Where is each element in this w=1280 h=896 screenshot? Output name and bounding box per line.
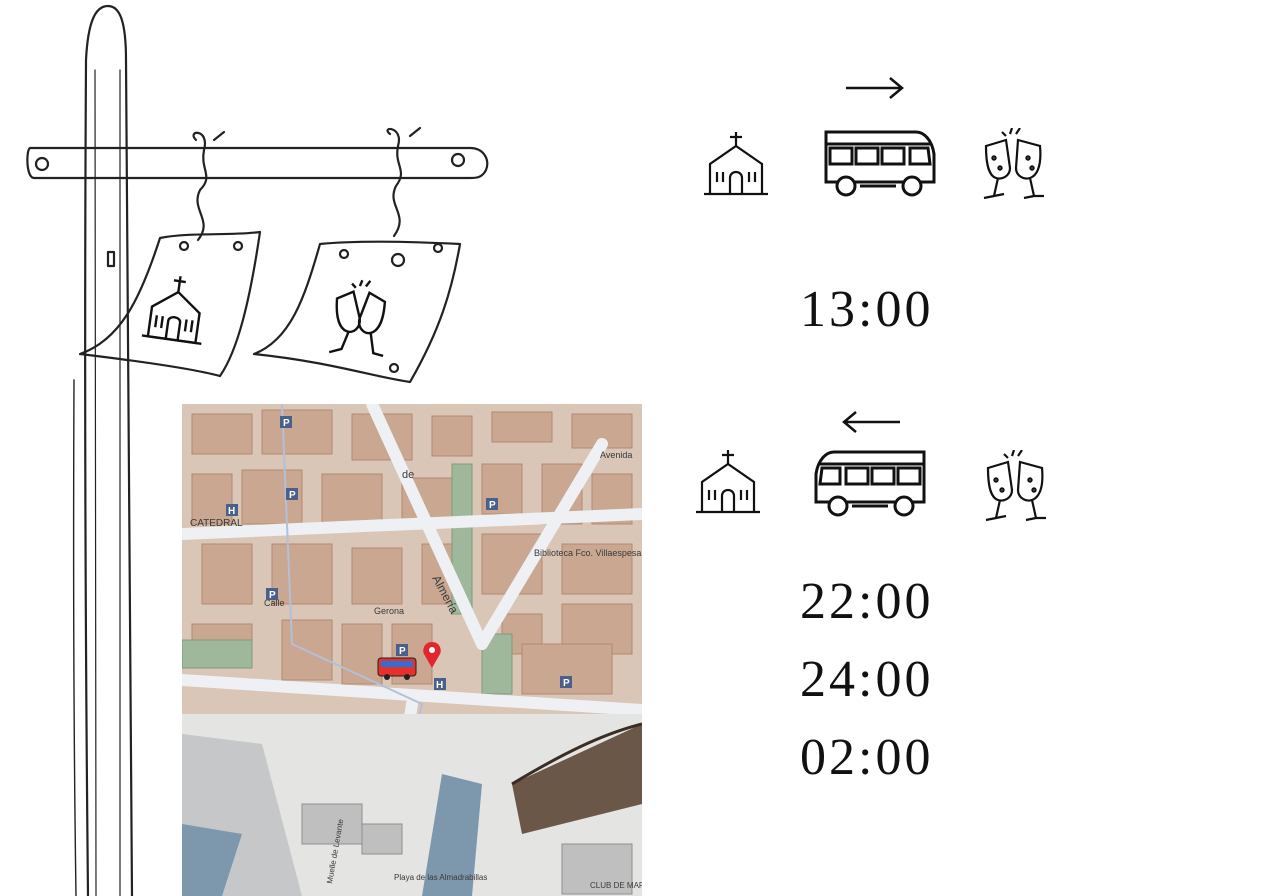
parking-marker[interactable]: P xyxy=(286,488,298,501)
bus-icon xyxy=(814,450,926,517)
church-icon xyxy=(696,450,760,514)
svg-text:P: P xyxy=(283,418,290,429)
map-pin-icon[interactable] xyxy=(423,642,441,668)
city-map[interactable]: Almería de Biblioteca Fco. Villaespesa C… xyxy=(182,404,642,896)
signpost-illustration xyxy=(26,4,489,896)
champagne-glasses-icon xyxy=(985,450,1046,522)
svg-text:P: P xyxy=(489,500,496,511)
bus-marker-icon[interactable] xyxy=(377,657,417,680)
church-icon xyxy=(141,276,202,345)
hospital-marker[interactable]: H xyxy=(226,504,238,517)
parking-marker[interactable]: P xyxy=(266,588,278,601)
map-label-gerona: Gerona xyxy=(374,606,404,616)
map-label-street-2: de xyxy=(402,469,414,481)
bus-icon xyxy=(824,130,936,197)
map-label-avenida: Avenida xyxy=(600,450,632,460)
svg-text:P: P xyxy=(269,590,276,601)
hospital-marker[interactable]: H xyxy=(434,678,446,691)
map-label-beach: Playa de las Almadrabillas xyxy=(394,873,487,882)
champagne-glasses-icon xyxy=(328,279,387,358)
outbound-time: 13:00 xyxy=(800,281,934,338)
svg-text:H: H xyxy=(436,680,443,691)
left-arrow-icon xyxy=(842,411,900,433)
map-label-cathedral: CATEDRAL xyxy=(190,518,243,529)
parking-marker[interactable]: P xyxy=(396,644,408,657)
svg-text:P: P xyxy=(289,490,296,501)
map-label-library: Biblioteca Fco. Villaespesa xyxy=(534,548,641,558)
map-label-calle: Calle xyxy=(264,598,285,608)
return-time-1: 22:00 xyxy=(800,573,934,630)
return-time-3: 02:00 xyxy=(800,729,934,786)
map-label-club: CLUB DE MAR xyxy=(590,881,642,890)
svg-text:P: P xyxy=(399,646,406,657)
parking-marker[interactable]: P xyxy=(486,498,498,511)
right-arrow-icon xyxy=(846,77,904,99)
parking-marker[interactable]: P xyxy=(280,416,292,429)
svg-text:H: H xyxy=(228,506,235,517)
svg-text:P: P xyxy=(563,678,570,689)
parking-marker[interactable]: P xyxy=(560,676,572,689)
champagne-glasses-icon xyxy=(983,128,1044,200)
return-time-2: 24:00 xyxy=(800,651,934,708)
church-icon xyxy=(704,132,768,196)
